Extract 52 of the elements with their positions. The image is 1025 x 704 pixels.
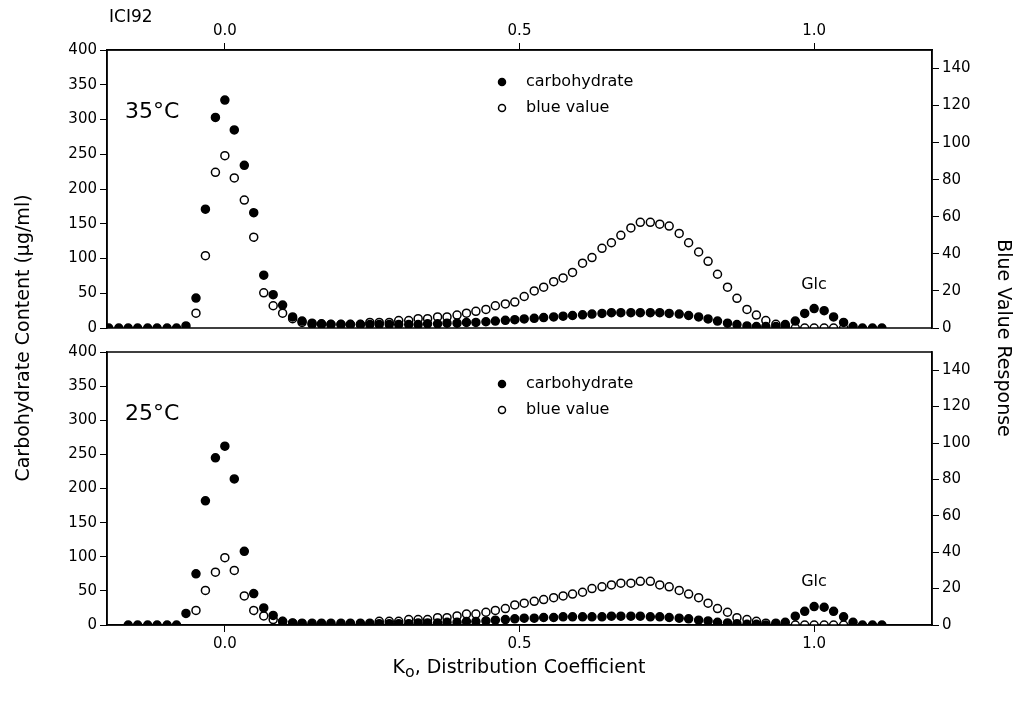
y-tick-label: 0 [87, 317, 97, 336]
y2-tick-label: 0 [942, 317, 952, 336]
y-tick-label: 300 [68, 410, 97, 429]
y2-tick-label: 80 [942, 169, 962, 188]
y-tick-label: 100 [68, 546, 97, 565]
y-tick-label: 250 [68, 444, 97, 463]
x-tick-label: 0.5 [507, 633, 532, 652]
y2-tick-label: 40 [942, 542, 962, 561]
y2-tick-label: 100 [942, 132, 971, 151]
y2-axis-title: Blue Value Response [994, 239, 1016, 437]
annotation: 35°C [125, 97, 180, 123]
annotation: Glc [801, 274, 827, 294]
legend-label: carbohydrate [526, 71, 634, 91]
y2-tick-label: 140 [942, 58, 971, 77]
x-tick-label: 1.0 [802, 633, 827, 652]
y-tick-label: 200 [68, 178, 97, 197]
y-axis-title: Carbohydrate Content (μg/ml) [11, 194, 33, 482]
chart-title: ICI92 [109, 6, 153, 27]
y2-tick-label: 40 [942, 243, 962, 262]
x-tick-label: 1.0 [802, 20, 827, 39]
x-tick-label: 0.0 [212, 20, 237, 39]
y-tick-label: 50 [77, 283, 97, 302]
y2-tick-label: 100 [942, 432, 971, 451]
y-tick-label: 350 [68, 74, 97, 93]
y-tick-label: 150 [68, 512, 97, 531]
y2-tick-label: 20 [942, 578, 962, 597]
y-tick-label: 200 [68, 478, 97, 497]
annotation: Glc [801, 571, 827, 591]
y2-tick-label: 60 [942, 206, 962, 225]
y-tick-label: 400 [68, 341, 97, 360]
y2-tick-label: 0 [942, 614, 952, 633]
y2-tick-label: 80 [942, 469, 962, 488]
legend-label: blue value [526, 399, 610, 419]
y-tick-label: 250 [68, 144, 97, 163]
legend-label: blue value [526, 97, 610, 117]
x-tick-label: 0.5 [507, 20, 532, 39]
y2-tick-label: 120 [942, 396, 971, 415]
y-tick-label: 0 [87, 614, 97, 633]
y-tick-label: 300 [68, 109, 97, 128]
y2-tick-label: 20 [942, 280, 962, 299]
y2-tick-label: 120 [942, 95, 971, 114]
y2-tick-label: 60 [942, 505, 962, 524]
y-tick-label: 350 [68, 376, 97, 395]
y-tick-label: 100 [68, 248, 97, 267]
x-tick-label: 0.0 [212, 633, 237, 652]
legend-label: carbohydrate [526, 373, 634, 393]
y-tick-label: 50 [77, 580, 97, 599]
y2-tick-label: 140 [942, 360, 971, 379]
x-axis-title: K$_{o}$, Distribution Coefficient [392, 654, 646, 682]
y-tick-label: 400 [68, 39, 97, 58]
annotation: 25°C [125, 399, 180, 425]
y-tick-label: 150 [68, 213, 97, 232]
